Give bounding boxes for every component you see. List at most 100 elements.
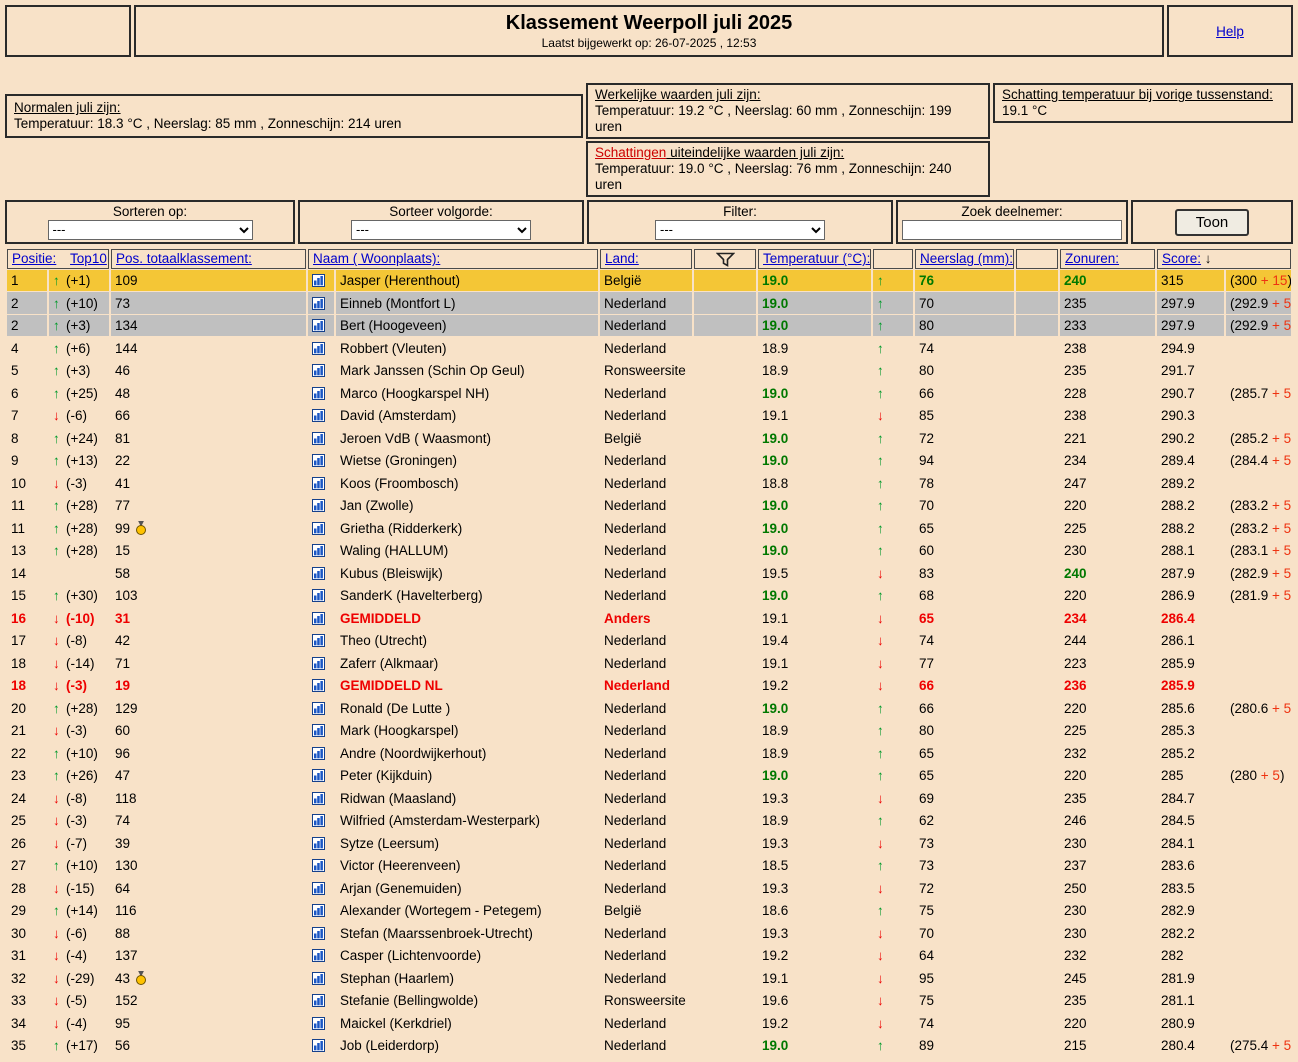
order-select[interactable]: --- — [351, 219, 531, 240]
pos-totaal-sort-link[interactable]: Pos. totaalklassement: — [116, 251, 252, 267]
land-sort-link[interactable]: Land: — [605, 251, 639, 267]
trend-cell: ↑ (+10) — [49, 742, 109, 764]
temperature-cell: 19.0 — [762, 543, 789, 559]
filter-select[interactable]: --- — [655, 219, 825, 240]
stats-chart-icon[interactable] — [312, 499, 325, 513]
temperatuur-sort-link[interactable]: Temperatuur (°C): — [763, 251, 871, 267]
trend-cell: ↓ (-8) — [49, 630, 109, 652]
stats-chart-icon[interactable] — [312, 769, 325, 783]
total-position-cell: 48 — [115, 385, 131, 401]
country-cell: Nederland — [604, 858, 667, 874]
stats-chart-icon[interactable] — [312, 994, 325, 1008]
search-input[interactable] — [902, 219, 1122, 240]
temp-trend-cell: ↑ — [873, 337, 913, 359]
total-position-cell: 130 — [115, 858, 138, 874]
stats-chart-icon[interactable] — [312, 634, 325, 648]
trend-cell: ↑ (+6) — [49, 337, 109, 359]
stats-chart-icon[interactable] — [312, 589, 325, 603]
country-filter-cell — [694, 877, 756, 899]
naam-sort-link[interactable]: Naam ( Woonplaats): — [313, 251, 441, 267]
estimates-link[interactable]: Schattingen — [595, 145, 667, 160]
neerslag-sort-link[interactable]: Neerslag (mm): — [920, 251, 1014, 267]
stats-chart-icon[interactable] — [312, 544, 325, 558]
name-cell: Mark (Hoogkarspel) — [340, 723, 459, 739]
spacer-cell — [1016, 269, 1058, 292]
stats-chart-icon[interactable] — [312, 296, 325, 310]
temp-trend-cell: ↓ — [873, 945, 913, 967]
stats-chart-icon[interactable] — [312, 656, 325, 670]
stats-chart-icon[interactable] — [312, 814, 325, 828]
position-cell: 30 — [11, 925, 27, 941]
table-row: 35 ↑ (+17) 56 Job (Leiderdorp) Nederland … — [7, 1035, 1291, 1057]
total-position-cell: 152 — [115, 993, 138, 1009]
country-filter-cell — [694, 337, 756, 359]
table-row: 22 ↑ (+10) 96 Andre (Noordwijkerhout) Ned… — [7, 742, 1291, 764]
stats-chart-icon[interactable] — [312, 859, 325, 873]
stats-chart-icon[interactable] — [312, 364, 325, 378]
stats-chart-icon[interactable] — [312, 1016, 325, 1030]
help-link[interactable]: Help — [1216, 23, 1244, 39]
stats-chart-icon[interactable] — [312, 791, 325, 805]
temperature-cell: 19.0 — [762, 385, 789, 401]
stats-chart-icon[interactable] — [312, 521, 325, 535]
temp-trend-arrow-icon: ↓ — [877, 678, 884, 694]
position-cell: 2 — [7, 292, 47, 314]
stats-chart-icon[interactable] — [312, 926, 325, 940]
temp-trend-arrow-icon: ↓ — [877, 655, 884, 671]
show-button[interactable]: Toon — [1175, 208, 1249, 236]
trend-cell: ↑ (+28) — [49, 495, 109, 517]
bonus-cell: (292.9 + 5) — [1226, 314, 1291, 337]
position-cell: 10 — [11, 475, 27, 491]
spacer-cell — [1016, 675, 1058, 697]
country-cell: Nederland — [604, 880, 667, 896]
country-filter-cell — [694, 517, 756, 539]
stats-chart-icon[interactable] — [312, 746, 325, 760]
sunhours-cell: 223 — [1064, 655, 1087, 671]
stats-chart-icon[interactable] — [312, 341, 325, 355]
name-cell: Mark Janssen (Schin Op Geul) — [340, 363, 525, 379]
order-label: Sorteer volgorde: — [389, 204, 493, 220]
stats-chart-icon[interactable] — [312, 1039, 325, 1053]
stats-chart-icon[interactable] — [312, 274, 325, 288]
stats-chart-icon[interactable] — [312, 836, 325, 850]
trend-arrow-icon: ↑ — [53, 745, 60, 761]
precipitation-cell: 75 — [919, 903, 935, 919]
stats-chart-icon[interactable] — [312, 971, 325, 985]
zonuren-sort-link[interactable]: Zonuren: — [1065, 251, 1120, 267]
positie-sort-link[interactable]: Positie: — [12, 251, 57, 267]
sort-select[interactable]: --- — [47, 219, 253, 240]
bonus-cell — [1226, 742, 1291, 764]
stats-chart-icon[interactable] — [312, 431, 325, 445]
total-position-cell: 116 — [115, 903, 137, 919]
country-cell: Nederland — [604, 655, 667, 671]
total-position-cell: 60 — [115, 723, 131, 739]
stats-chart-icon[interactable] — [312, 701, 325, 715]
stats-chart-icon[interactable] — [312, 611, 325, 625]
stats-chart-icon[interactable] — [312, 386, 325, 400]
sunhours-cell: 235 — [1060, 292, 1155, 314]
sunhours-cell: 250 — [1064, 880, 1087, 896]
stats-chart-icon[interactable] — [312, 566, 325, 580]
filter-funnel-icon[interactable] — [715, 252, 735, 267]
temp-trend-cell: ↓ — [873, 405, 913, 427]
stats-chart-icon[interactable] — [312, 949, 325, 963]
name-cell: Sytze (Leersum) — [340, 835, 440, 851]
stats-chart-icon[interactable] — [312, 679, 325, 693]
trend-cell: ↓ (-3) — [49, 675, 109, 697]
stats-chart-icon[interactable] — [312, 454, 325, 468]
stats-chart-icon[interactable] — [312, 409, 325, 423]
score-cell: 289.2 — [1161, 475, 1195, 491]
stats-chart-icon[interactable] — [312, 904, 325, 918]
stats-chart-icon[interactable] — [312, 476, 325, 490]
stats-chart-icon[interactable] — [312, 724, 325, 738]
stats-chart-icon[interactable] — [312, 319, 325, 333]
stats-chart-icon[interactable] — [312, 881, 325, 895]
precipitation-cell: 75 — [919, 993, 935, 1009]
bonus-cell — [1226, 720, 1291, 742]
sort-direction-icon[interactable]: ↓ — [1204, 251, 1212, 267]
normals-label: Normalen juli zijn: — [14, 100, 121, 115]
position-cell: 25 — [11, 813, 27, 829]
temp-trend-arrow-icon: ↓ — [877, 408, 884, 424]
top10-link[interactable]: Top10 — [70, 251, 107, 267]
score-sort-link[interactable]: Score: — [1162, 251, 1202, 267]
